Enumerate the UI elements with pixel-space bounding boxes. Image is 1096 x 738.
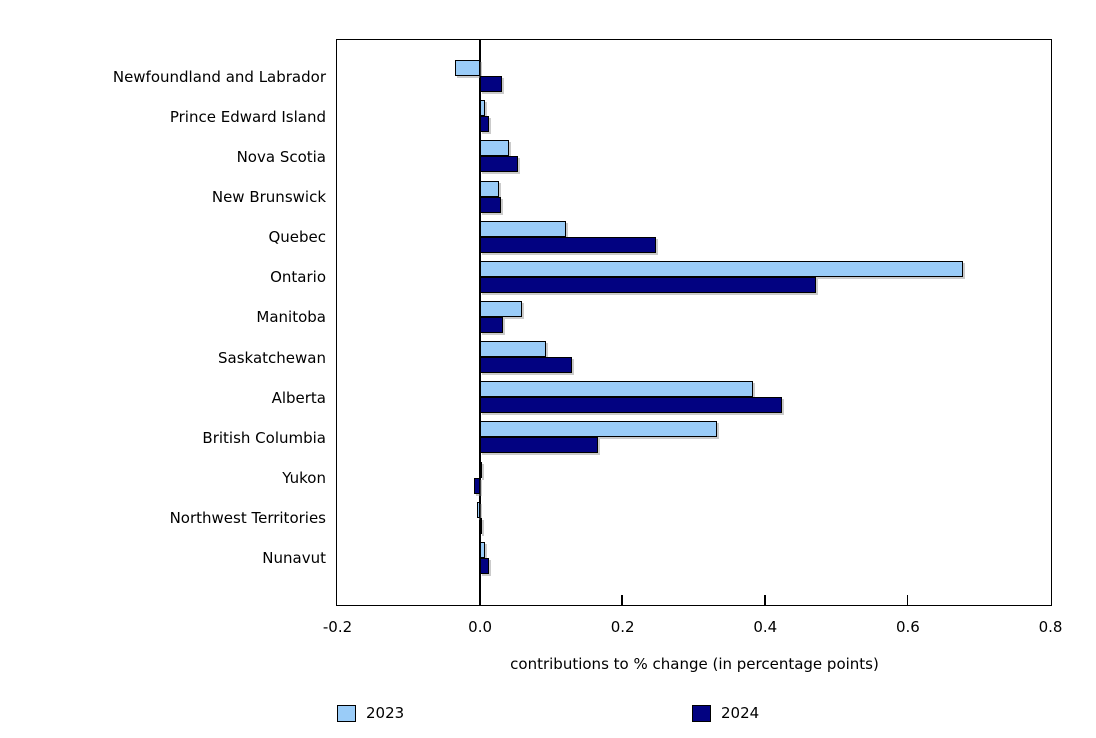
bar-2023-manitoba xyxy=(479,301,522,317)
legend-label-2024: 2024 xyxy=(721,704,760,722)
bar-2024-nova-scotia xyxy=(479,156,519,173)
bar-2023-british-columbia xyxy=(479,421,718,438)
x-tick-label--0.2: -0.2 xyxy=(322,618,353,636)
category-label-prince-edward-island: Prince Edward Island xyxy=(169,107,326,126)
bar-2023-northwest-territories xyxy=(476,501,480,518)
legend-item-2023: 2023 xyxy=(337,702,404,724)
x-tick-label-0.6: 0.6 xyxy=(895,618,920,636)
category-label-nunavut: Nunavut xyxy=(262,549,326,568)
bar-2024-prince-edward-island xyxy=(479,116,489,133)
x-tick-label-0.0: 0.0 xyxy=(468,618,493,636)
legend-swatch-2023 xyxy=(337,704,356,722)
category-label-quebec: Quebec xyxy=(268,228,326,247)
bar-2023-quebec xyxy=(479,220,566,237)
category-label-ontario: Ontario xyxy=(270,268,326,287)
category-label-saskatchewan: Saskatchewan xyxy=(218,348,326,367)
x-tick-mark-0.4 xyxy=(764,595,766,605)
legend-swatch-2024 xyxy=(692,704,711,722)
bar-2024-nunavut xyxy=(479,557,489,574)
category-label-manitoba: Manitoba xyxy=(256,308,326,327)
bar-2023-new-brunswick xyxy=(479,180,499,197)
bar-2024-manitoba xyxy=(479,317,504,333)
bar-2024-alberta xyxy=(479,397,782,414)
bar-2024-newfoundland-and-labrador xyxy=(479,76,502,93)
category-label-newfoundland-and-labrador: Newfoundland and Labrador xyxy=(112,67,326,86)
category-label-new-brunswick: New Brunswick xyxy=(211,187,326,206)
bar-2024-ontario xyxy=(479,276,817,293)
legend: 2023 2024 xyxy=(0,702,1096,728)
legend-item-2024: 2024 xyxy=(692,702,759,724)
bar-2024-british-columbia xyxy=(479,437,598,454)
category-label-yukon: Yukon xyxy=(282,469,326,488)
category-label-british-columbia: British Columbia xyxy=(202,428,326,447)
x-tick-label-0.2: 0.2 xyxy=(610,618,635,636)
category-label-alberta: Alberta xyxy=(271,388,326,407)
bar-2023-prince-edward-island xyxy=(479,100,485,117)
bar-2023-saskatchewan xyxy=(479,341,546,358)
bar-2024-saskatchewan xyxy=(479,357,573,374)
bar-2024-yukon xyxy=(473,477,480,494)
category-label-nova-scotia: Nova Scotia xyxy=(236,147,326,166)
category-label-northwest-territories: Northwest Territories xyxy=(169,509,326,528)
bar-2023-yukon xyxy=(479,461,482,478)
bar-2024-quebec xyxy=(479,236,657,253)
bar-2023-nunavut xyxy=(479,541,485,558)
bar-2024-new-brunswick xyxy=(479,196,501,213)
bar-2023-newfoundland-and-labrador xyxy=(454,60,480,77)
x-tick-mark-0.6 xyxy=(906,595,909,605)
x-axis-title: contributions to % change (in percentage… xyxy=(510,655,879,673)
legend-label-2023: 2023 xyxy=(366,704,405,722)
x-tick-label-0.4: 0.4 xyxy=(753,618,778,636)
bar-2023-alberta xyxy=(479,381,754,398)
x-tick-label-0.8: 0.8 xyxy=(1038,618,1063,636)
bar-2023-ontario xyxy=(479,260,963,277)
bar-2024-northwest-territories xyxy=(479,517,482,534)
x-tick-mark-0.2 xyxy=(621,595,623,605)
plot-area xyxy=(336,39,1052,606)
bar-2023-nova-scotia xyxy=(479,140,509,157)
